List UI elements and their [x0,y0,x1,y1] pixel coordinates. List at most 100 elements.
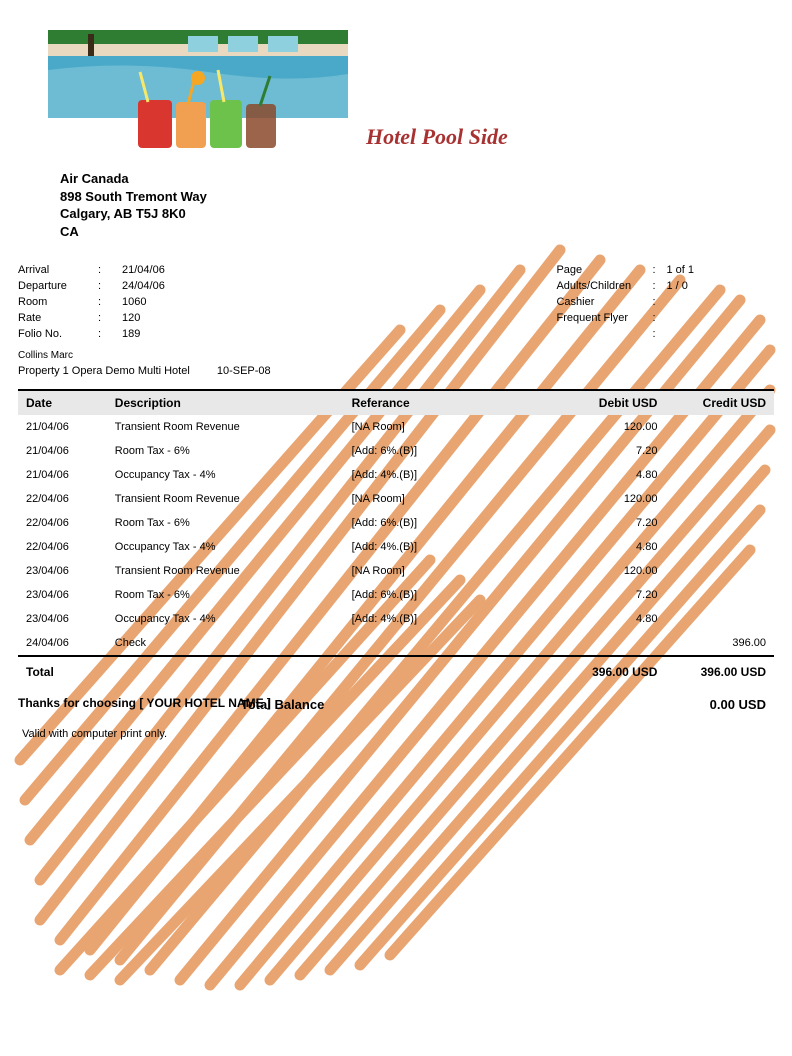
cell-description: Occupancy Tax - 4% [115,469,352,481]
cell-description: Check [115,637,352,649]
table-row: 22/04/06Transient Room Revenue[NA Room]1… [18,487,774,511]
arrival-value: 21/04/06 [122,264,165,276]
cell-credit [657,469,766,481]
cell-reference: [Add: 6%.(B)] [352,517,539,529]
cell-reference: [NA Room] [352,565,539,577]
cell-reference: [NA Room] [352,493,539,505]
cell-reference: [Add: 6%.(B)] [352,589,539,601]
table-row: 21/04/06Room Tax - 6%[Add: 6%.(B)]7.20 [18,439,774,463]
folio-meta-block: Arrival:21/04/06 Departure:24/04/06 Room… [18,264,774,344]
cell-description: Transient Room Revenue [115,421,352,433]
cell-credit [657,541,766,553]
cell-description: Room Tax - 6% [115,445,352,457]
table-header-row: Date Description Referance Debit USD Cre… [18,391,774,415]
cell-credit [657,517,766,529]
table-body: 21/04/06Transient Room Revenue[NA Room]1… [18,415,774,655]
table-row: 21/04/06Transient Room Revenue[NA Room]1… [18,415,774,439]
cell-credit [657,445,766,457]
thanks-line: Thanks for choosing [ YOUR HOTEL NAME ] [18,696,271,710]
room-label: Room [18,296,98,308]
departure-label: Departure [18,280,98,292]
rate-value: 120 [122,312,140,324]
customer-address-block: Air Canada 898 South Tremont Way Calgary… [60,170,774,240]
balance-value: 0.00 USD [657,697,766,712]
cell-credit [657,589,766,601]
cell-reference: [Add: 4%.(B)] [352,469,539,481]
th-reference: Referance [352,396,539,410]
cell-date: 23/04/06 [26,565,115,577]
folio-label: Folio No. [18,328,98,340]
table-row: 21/04/06Occupancy Tax - 4%[Add: 4%.(B)]4… [18,463,774,487]
cell-date: 21/04/06 [26,421,115,433]
table-row: 22/04/06Room Tax - 6%[Add: 6%.(B)]7.20 [18,511,774,535]
customer-address-line2: Calgary, AB T5J 8K0 [60,205,774,223]
property-name: Property 1 Opera Demo Multi Hotel [18,365,190,377]
cell-reference: [Add: 4%.(B)] [352,541,539,553]
cell-date: 22/04/06 [26,517,115,529]
cell-debit: 7.20 [539,517,657,529]
cell-credit: 396.00 [657,637,766,649]
cell-debit: 4.80 [539,613,657,625]
cell-description: Transient Room Revenue [115,493,352,505]
cashier-label: Cashier [556,296,652,308]
cell-debit: 7.20 [539,445,657,457]
cell-reference: [Add: 4%.(B)] [352,613,539,625]
cell-debit: 4.80 [539,541,657,553]
property-line: Property 1 Opera Demo Multi Hotel 10-SEP… [18,365,774,377]
folio-value: 189 [122,328,140,340]
cell-description: Occupancy Tax - 4% [115,613,352,625]
cell-debit [539,637,657,649]
th-description: Description [115,396,352,410]
th-debit: Debit USD [539,396,657,410]
page-label: Page [556,264,652,276]
cell-reference: [Add: 6%.(B)] [352,445,539,457]
adults-value: 1 / 0 [666,280,687,292]
cell-date: 22/04/06 [26,541,115,553]
document-header: Hotel Pool Side [48,30,774,150]
property-date: 10-SEP-08 [217,365,271,377]
cell-description: Transient Room Revenue [115,565,352,577]
table-row: 24/04/06Check 396.00 [18,631,774,655]
cell-date: 22/04/06 [26,493,115,505]
cell-date: 23/04/06 [26,613,115,625]
adults-label: Adults/Children [556,280,652,292]
cell-debit: 7.20 [539,589,657,601]
table-row: 23/04/06Transient Room Revenue[NA Room]1… [18,559,774,583]
total-debit: 396.00 USD [539,665,657,679]
table-row: 23/04/06Room Tax - 6%[Add: 6%.(B)]7.20 [18,583,774,607]
table-row: 23/04/06Occupancy Tax - 4%[Add: 4%.(B)]4… [18,607,774,631]
table-bottom-rule [18,655,774,657]
guest-name: Collins Marc [18,350,774,361]
ff-label: Frequent Flyer [556,312,652,324]
cell-debit: 120.00 [539,493,657,505]
cell-date: 23/04/06 [26,589,115,601]
cell-debit: 120.00 [539,421,657,433]
cell-credit [657,421,766,433]
cell-description: Room Tax - 6% [115,517,352,529]
room-value: 1060 [122,296,146,308]
departure-value: 24/04/06 [122,280,165,292]
validity-note: Valid with computer print only. [22,728,774,740]
page-value: 1 of 1 [666,264,694,276]
cell-description: Occupancy Tax - 4% [115,541,352,553]
cell-credit [657,493,766,505]
th-credit: Credit USD [657,396,766,410]
customer-name: Air Canada [60,170,774,188]
cell-date: 21/04/06 [26,469,115,481]
table-row: 22/04/06Occupancy Tax - 4%[Add: 4%.(B)]4… [18,535,774,559]
hotel-logo-image [48,30,348,150]
total-credit: 396.00 USD [657,665,766,679]
total-row: Total 396.00 USD 396.00 USD [18,661,774,683]
cell-date: 21/04/06 [26,445,115,457]
arrival-label: Arrival [18,264,98,276]
cell-debit: 120.00 [539,565,657,577]
cell-date: 24/04/06 [26,637,115,649]
hotel-title: Hotel Pool Side [366,124,508,150]
cell-credit [657,565,766,577]
total-label: Total [26,665,539,679]
customer-country: CA [60,223,774,241]
rate-label: Rate [18,312,98,324]
customer-address-line1: 898 South Tremont Way [60,188,774,206]
cell-reference [352,637,539,649]
cell-debit: 4.80 [539,469,657,481]
